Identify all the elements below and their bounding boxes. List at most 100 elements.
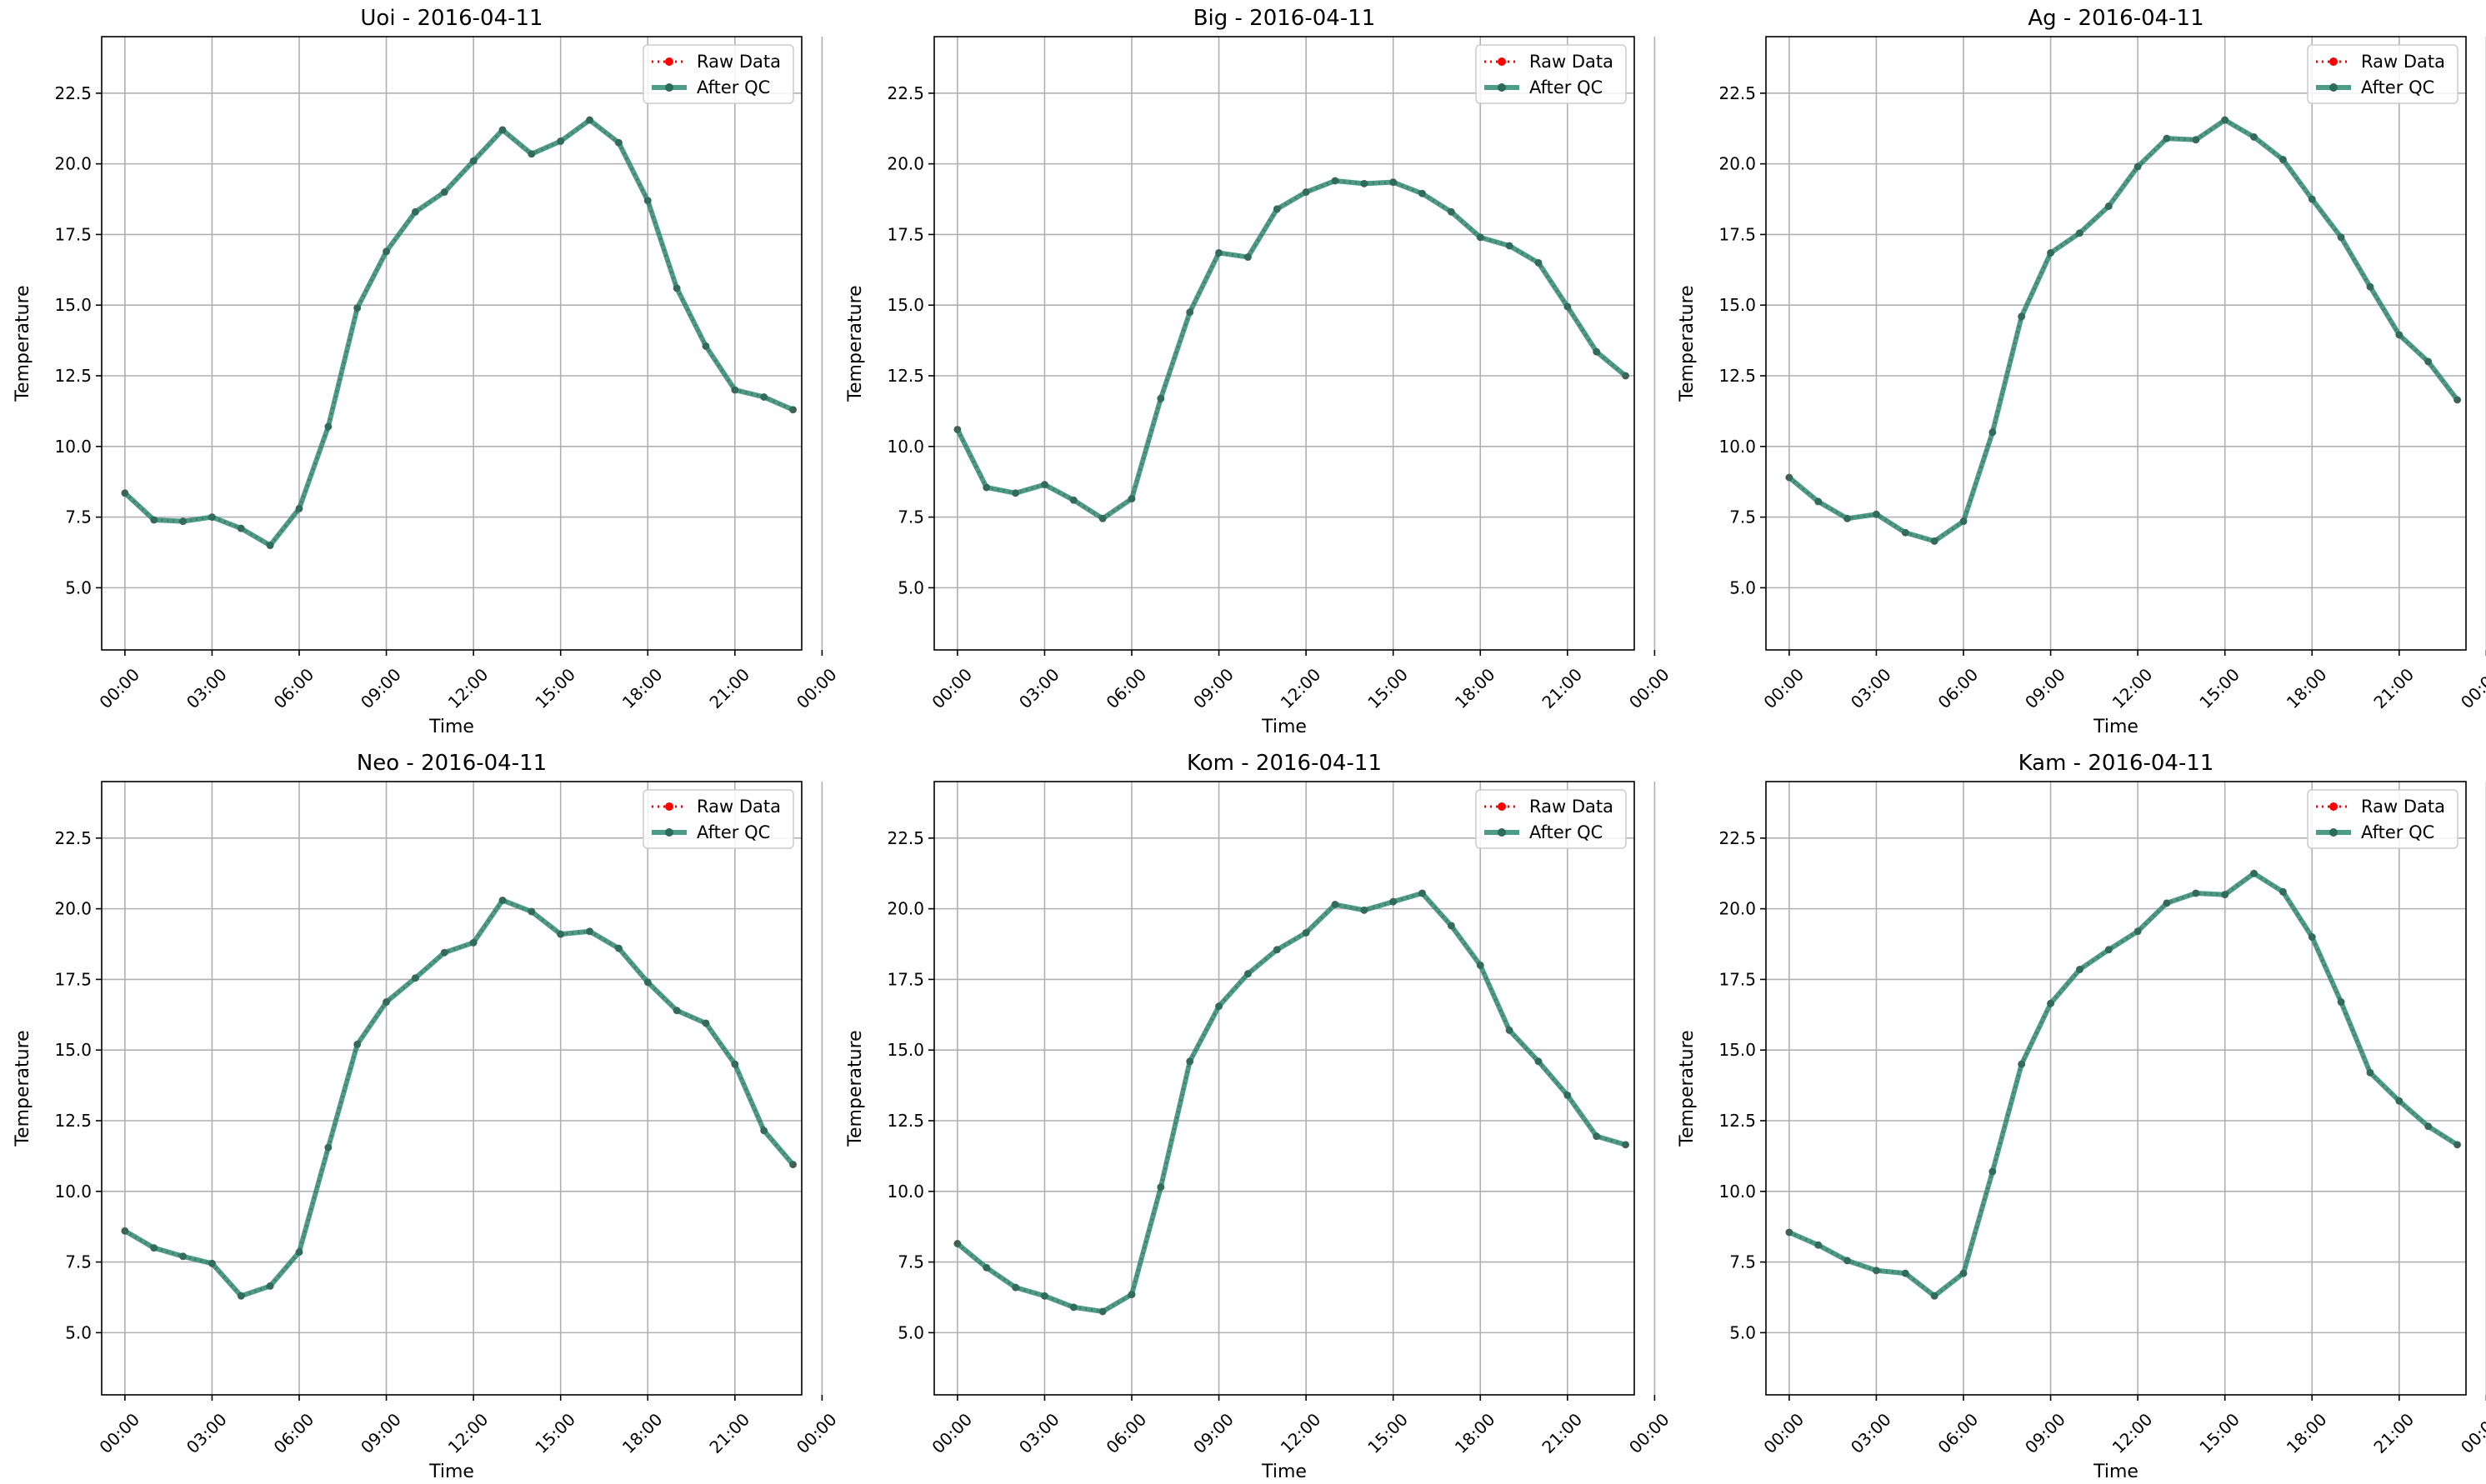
after-qc-point [266,542,274,550]
y-tick-label: 12.5 [54,366,92,386]
y-tick-label: 17.5 [1718,224,1756,244]
after-qc-point [469,938,478,947]
after-qc-point [528,907,536,916]
after-qc-point [353,304,362,312]
x-axis-label: Time [428,717,474,737]
after-qc-point [1418,189,1427,197]
after-qc-point [983,1263,991,1272]
axes-frame [101,781,803,1396]
y-tick-label: 15.0 [54,295,92,315]
after-qc-point [2075,966,2083,974]
legend-raw-label: Raw Data [697,52,781,72]
after-qc-point [2278,156,2287,164]
after-qc-point [673,1007,681,1015]
after-qc-point [1505,242,1513,250]
legend-qc-label: After QC [1529,77,1603,97]
y-tick-label: 15.0 [54,1040,92,1060]
after-qc-point [2192,136,2200,144]
y-tick-label: 10.0 [887,437,924,457]
after-qc-point [557,137,565,145]
after-qc-point [953,425,962,433]
after-qc-point [1988,428,1997,437]
after-qc-point [1785,473,1793,482]
y-tick-label: 12.5 [887,366,924,386]
after-qc-point [1959,1269,1968,1277]
y-axis-label: Temperature [1677,285,1698,402]
legend: Raw Data After QC [643,789,794,849]
after-qc-point [1389,897,1398,906]
x-axis-label: Time [1261,1462,1307,1482]
after-qc-point [2308,933,2316,942]
after-qc-point [1622,1141,1630,1149]
legend-raw-marker [1498,802,1506,811]
after-qc-point [266,1282,274,1290]
after-qc-point [1128,495,1136,503]
y-tick-label: 5.0 [1729,577,1756,597]
after-qc-point [1447,207,1455,216]
y-tick-label: 10.0 [1718,1182,1756,1202]
after-qc-point [1215,1002,1223,1011]
after-qc-point [1069,496,1078,504]
after-qc-point [2250,869,2258,877]
after-qc-point [440,188,448,197]
y-tick-label: 15.0 [887,295,924,315]
subplot-title: Ag - 2016-04-11 [2028,6,2203,31]
legend-qc-marker [2329,83,2338,92]
legend-raw-label: Raw Data [1529,52,1613,72]
legend: Raw Data After QC [2307,44,2458,104]
after-qc-point [731,1060,739,1068]
legend-raw-marker [665,802,673,811]
y-tick-label: 5.0 [898,577,924,597]
y-tick-label: 7.5 [1729,1252,1756,1272]
after-qc-point [295,504,303,512]
after-qc-point [1447,922,1455,930]
after-qc-point [237,524,245,532]
after-qc-point [2075,229,2083,237]
after-qc-point [498,126,507,134]
legend-qc-label: After QC [697,822,770,842]
after-qc-point [1901,1269,1909,1277]
after-qc-point [1098,1307,1107,1316]
legend-raw-label: Raw Data [2361,52,2445,72]
after-qc-point [383,247,391,256]
x-axis-label: Time [1261,717,1307,737]
after-qc-point [1593,1132,1601,1141]
legend-raw-label: Raw Data [2361,797,2445,817]
subplot-title: Kam - 2016-04-11 [2018,751,2214,776]
after-qc-point [2163,134,2171,142]
after-qc-point [1389,178,1398,187]
y-axis-label: Temperature [13,1030,33,1147]
after-qc-point [121,489,129,497]
after-qc-point [1988,1167,1997,1176]
y-tick-label: 12.5 [1718,366,1756,386]
after-qc-point [208,1259,216,1267]
after-qc-point [702,1019,710,1027]
after-qc-point [1273,946,1281,954]
after-qc-point [1040,1292,1048,1300]
after-qc-point [2133,162,2142,171]
after-qc-point [353,1040,362,1048]
y-tick-label: 17.5 [54,224,92,244]
y-tick-label: 22.5 [54,828,92,848]
y-tick-label: 20.0 [887,154,924,174]
after-qc-point [2453,396,2462,404]
after-qc-line [1787,117,2459,544]
after-qc-point [1563,302,1572,311]
after-qc-point [1360,906,1368,914]
after-qc-point [1098,514,1107,522]
after-qc-point [2278,887,2287,896]
legend-raw-marker [665,57,673,66]
y-tick-label: 12.5 [54,1111,92,1131]
after-qc-point [1215,248,1223,257]
after-qc-point [731,386,739,394]
after-qc-point [1622,372,1630,380]
y-tick-label: 15.0 [887,1040,924,1060]
y-tick-label: 20.0 [887,899,924,919]
y-tick-label: 5.0 [65,577,92,597]
after-qc-point [2192,889,2200,897]
y-tick-label: 10.0 [54,1182,92,1202]
after-qc-point [2337,233,2345,242]
after-qc-point [1814,497,1823,506]
y-tick-label: 7.5 [1729,507,1756,527]
